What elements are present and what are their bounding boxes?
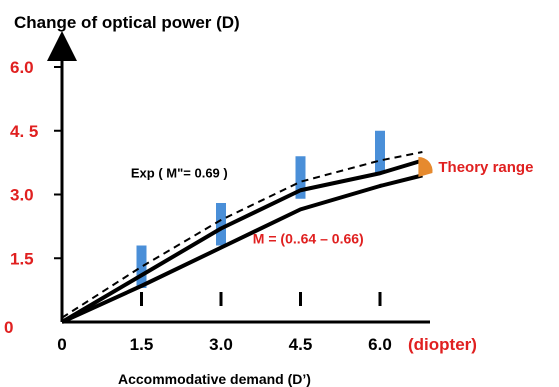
theory-range-wedge bbox=[418, 156, 433, 177]
y-tick-label: 3.0 bbox=[10, 186, 34, 205]
series-lines bbox=[60, 151, 423, 324]
series-line bbox=[61, 151, 423, 319]
error-bar bbox=[136, 245, 147, 288]
theory-range-label: Theory range bbox=[438, 159, 533, 176]
x-tick-label: 6.0 bbox=[368, 335, 392, 354]
y-tick-marks bbox=[54, 66, 62, 260]
x-tick-marks bbox=[140, 292, 382, 306]
error-bars bbox=[136, 130, 385, 288]
x-tick-labels: 0 1.5 3.0 4.5 6.0 bbox=[57, 335, 392, 354]
y-tick-labels: 6.0 4. 5 3.0 1.5 bbox=[10, 58, 38, 268]
x-tick-label: 1.5 bbox=[130, 335, 154, 354]
x-tick-label: 3.0 bbox=[209, 335, 233, 354]
y-tick-label: 6.0 bbox=[10, 58, 34, 77]
series-line bbox=[60, 158, 423, 324]
y-tick-label: 4. 5 bbox=[10, 122, 38, 141]
x-unit-label: (diopter) bbox=[408, 335, 477, 354]
error-bar bbox=[295, 156, 306, 199]
origin-label: 0 bbox=[4, 318, 13, 337]
x-tick-label: 4.5 bbox=[289, 335, 313, 354]
x-tick-label: 0 bbox=[57, 335, 66, 354]
error-bar bbox=[375, 130, 385, 174]
y-tick-label: 1.5 bbox=[10, 249, 34, 268]
series-line bbox=[61, 173, 423, 324]
error-bar bbox=[216, 203, 226, 246]
m-series-label: M = (0..64 – 0.66) bbox=[253, 230, 364, 246]
chart-title: Change of optical power (D) bbox=[14, 13, 240, 32]
exp-series-label: Exp ( M"= 0.69 ) bbox=[131, 166, 228, 181]
x-axis-title: Accommodative demand (D’) bbox=[118, 371, 311, 387]
